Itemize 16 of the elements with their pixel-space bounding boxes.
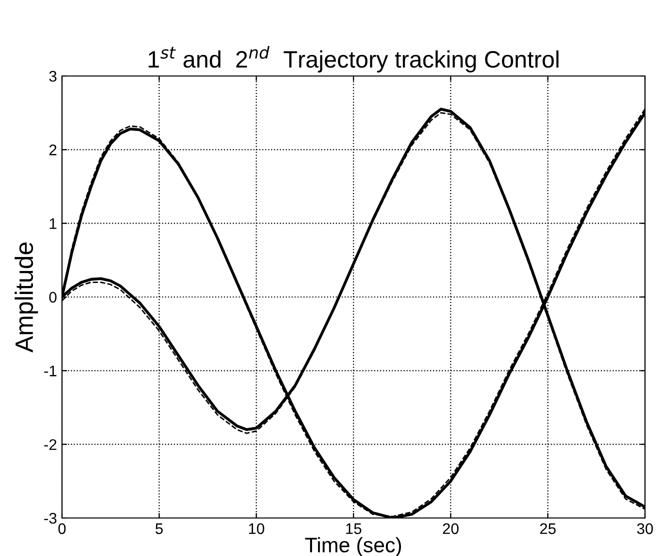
- y-tick-label: 0: [49, 292, 57, 303]
- y-tick-label: -2: [44, 439, 56, 450]
- y-tick-label: 2: [49, 144, 56, 156]
- x-tick-label: 10: [249, 523, 264, 534]
- y-axis-title: Amplitude: [14, 242, 38, 353]
- y-tick-label: -3: [44, 512, 56, 524]
- x-tick-label: 15: [346, 523, 362, 534]
- x-tick-label: 20: [442, 523, 459, 534]
- y-tick-label: 3: [49, 70, 56, 82]
- x-tick-label: 0: [58, 523, 66, 534]
- x-tick-label: 25: [540, 523, 556, 534]
- x-tick-label: 5: [156, 523, 163, 534]
- chart-title: 1$^{st}$ and 2$^{nd}$ Trajectory tracking Control: [148, 46, 558, 72]
- y-tick-label: -1: [44, 366, 56, 376]
- x-tick-label: 30: [637, 523, 653, 534]
- y-tick-label: 1: [50, 218, 56, 229]
